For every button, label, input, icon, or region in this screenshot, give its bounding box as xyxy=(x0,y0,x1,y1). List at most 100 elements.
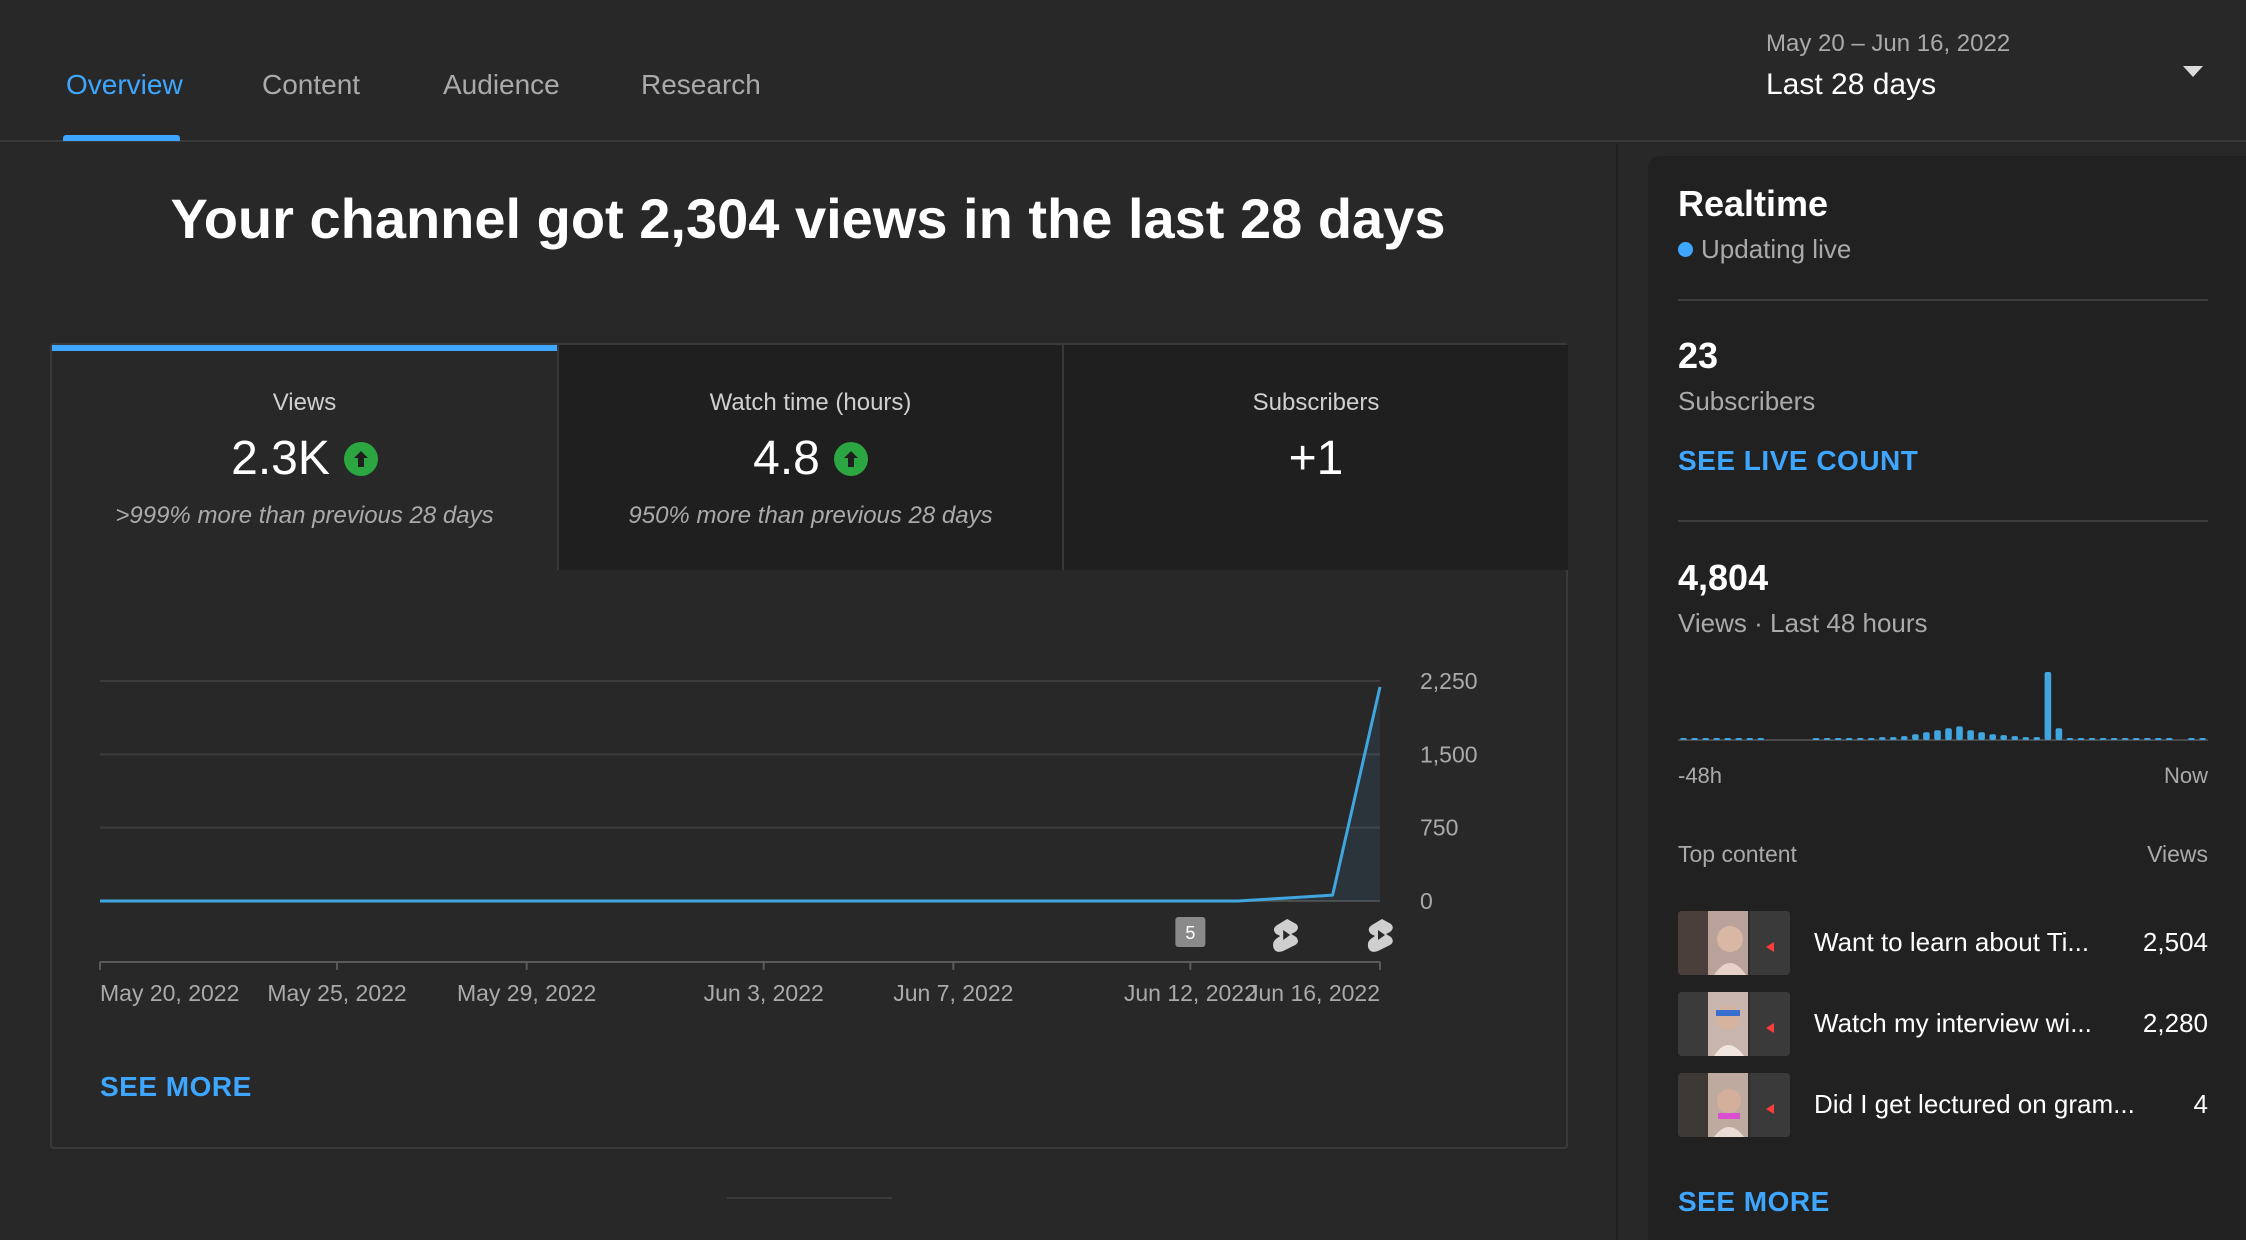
video-count-badge-label: 5 xyxy=(1185,923,1195,943)
realtime-bar[interactable] xyxy=(2088,738,2096,740)
realtime-bar[interactable] xyxy=(1923,732,1930,740)
realtime-bar[interactable] xyxy=(1812,738,1820,740)
realtime-bar[interactable] xyxy=(1680,738,1687,740)
shorts-icon-play xyxy=(1378,930,1385,940)
divider xyxy=(1678,299,2208,301)
realtime-bar[interactable] xyxy=(1934,730,1941,740)
video-views: 2,280 xyxy=(2142,1008,2208,1038)
realtime-bar[interactable] xyxy=(1691,738,1698,740)
trend-up-icon xyxy=(343,442,378,476)
axis-end-label: Now xyxy=(2163,763,2208,788)
realtime-bar[interactable] xyxy=(1956,726,1963,740)
realtime-bar[interactable] xyxy=(1867,738,1875,740)
realtime-bar[interactable] xyxy=(2155,738,2162,740)
date-period-text: Last 28 days xyxy=(1766,68,1937,101)
realtime-bar[interactable] xyxy=(1724,738,1731,740)
y-tick-label: 1,500 xyxy=(1420,741,1478,767)
tab-content[interactable]: Content xyxy=(262,69,361,100)
realtime-bar[interactable] xyxy=(2144,738,2151,740)
realtime-bar[interactable] xyxy=(2121,738,2129,740)
top-navigation: Overview Content Audience Research May 2… xyxy=(0,0,2246,142)
metric-comparison: 950% more than previous 28 days xyxy=(628,502,993,529)
realtime-bar[interactable] xyxy=(2044,672,2052,740)
x-tick-label: May 29, 2022 xyxy=(457,980,596,1006)
views-chart: 2,250 1,500 750 0 May 20, 2022 May 25, 2022 Ma… xyxy=(99,668,1478,1006)
x-tick-label: Jun 7, 2022 xyxy=(893,980,1013,1006)
realtime-bar[interactable] xyxy=(1989,734,1996,740)
realtime-bar[interactable] xyxy=(1702,738,1709,740)
series-line xyxy=(100,686,1382,903)
see-more-link[interactable]: SEE MORE xyxy=(100,1071,252,1102)
panel-divider xyxy=(1616,144,1618,1240)
realtime-bar[interactable] xyxy=(1757,738,1765,740)
realtime-bar[interactable] xyxy=(1912,734,1919,740)
see-live-count-link[interactable]: SEE LIVE COUNT xyxy=(1678,445,1919,476)
metric-watch-time[interactable]: Watch time (hours) 4.8 950% more than pr… xyxy=(557,345,1062,570)
tab-overview[interactable]: Overview xyxy=(66,69,183,100)
y-tick-label: 750 xyxy=(1420,815,1458,841)
metric-label: Subscribers xyxy=(1252,389,1380,416)
video-title[interactable]: Watch my interview wi... xyxy=(1814,1008,2092,1038)
video-views: 4 xyxy=(2193,1089,2208,1119)
realtime-bar[interactable] xyxy=(2188,738,2195,740)
realtime-bar[interactable] xyxy=(2055,728,2063,740)
realtime-bar[interactable] xyxy=(1735,738,1742,740)
realtime-bar[interactable] xyxy=(2033,737,2041,740)
realtime-status-text: Updating live xyxy=(1701,234,1852,264)
realtime-bar[interactable] xyxy=(1845,738,1853,740)
video-count-badge xyxy=(1175,917,1206,947)
top-content-label: Top content xyxy=(1678,841,1797,867)
realtime-panel: Realtime Updating live 23 Subscribers SE… xyxy=(1648,156,2246,1240)
realtime-bar[interactable] xyxy=(1713,738,1720,740)
metric-value: 4.8 xyxy=(753,432,820,485)
realtime-bar[interactable] xyxy=(2166,738,2173,740)
video-title[interactable]: Want to learn about Ti... xyxy=(1814,927,2090,957)
realtime-bar[interactable] xyxy=(1746,738,1754,740)
realtime-bar[interactable] xyxy=(1834,738,1842,740)
realtime-bar[interactable] xyxy=(1856,738,1864,740)
video-thumbnail[interactable] xyxy=(1678,911,1790,975)
active-tab-indicator xyxy=(63,135,180,141)
dropdown-caret-icon[interactable] xyxy=(2183,66,2203,77)
subscriber-label: Subscribers xyxy=(1678,386,1816,416)
metric-value-row: 2.3K xyxy=(52,431,557,487)
realtime-bar[interactable] xyxy=(2199,738,2206,740)
tab-audience[interactable]: Audience xyxy=(443,69,560,100)
metric-comparison: >999% more than previous 28 days xyxy=(115,502,494,529)
realtime-bar[interactable] xyxy=(2110,738,2118,740)
metric-value: 2.3K xyxy=(231,432,330,485)
realtime-bar[interactable] xyxy=(2011,736,2019,740)
video-thumbnail[interactable] xyxy=(1678,992,1790,1056)
video-title[interactable]: Did I get lectured on gram... xyxy=(1814,1089,2135,1119)
realtime-bar[interactable] xyxy=(1879,737,1886,740)
realtime-bar[interactable] xyxy=(2077,738,2085,740)
realtime-bar[interactable] xyxy=(2099,738,2107,740)
realtime-bar[interactable] xyxy=(1823,738,1831,740)
realtime-bar[interactable] xyxy=(2022,737,2030,740)
realtime-bar[interactable] xyxy=(1901,736,1908,740)
realtime-bar[interactable] xyxy=(1945,728,1952,740)
date-range-picker[interactable]: May 20 – Jun 16, 2022 Last 28 days xyxy=(1766,30,2010,102)
shorts-icon xyxy=(1273,919,1298,952)
metric-views[interactable]: Views 2.3K >999% more than previous 28 d… xyxy=(52,345,557,570)
realtime-bar[interactable] xyxy=(2066,738,2074,740)
realtime-bar[interactable] xyxy=(1967,730,1974,740)
realtime-bar[interactable] xyxy=(1890,737,1897,740)
top-content-item[interactable]: Want to learn about Ti... 2,504 xyxy=(1678,911,2208,977)
x-tick-label: Jun 3, 2022 xyxy=(704,980,824,1006)
realtime-views-count: 4,804 xyxy=(1678,557,1769,598)
top-content-item[interactable]: Did I get lectured on gram... 4 xyxy=(1678,1073,2208,1139)
realtime-bar[interactable] xyxy=(2000,735,2007,740)
tab-research[interactable]: Research xyxy=(641,69,761,100)
subscriber-count: 23 xyxy=(1678,335,1719,376)
see-more-link[interactable]: SEE MORE xyxy=(1678,1186,1830,1217)
metric-subscribers[interactable]: Subscribers +1 xyxy=(1062,345,1568,570)
realtime-status: Updating live xyxy=(1678,234,1851,264)
realtime-bar[interactable] xyxy=(2132,738,2140,740)
video-thumbnail[interactable] xyxy=(1678,1073,1790,1137)
realtime-bar[interactable] xyxy=(1978,732,1985,740)
series-area xyxy=(100,686,1380,901)
selected-metric-indicator xyxy=(52,345,557,351)
top-content-item[interactable]: Watch my interview wi... 2,280 xyxy=(1678,992,2208,1058)
video-views: 2,504 xyxy=(2142,927,2208,957)
